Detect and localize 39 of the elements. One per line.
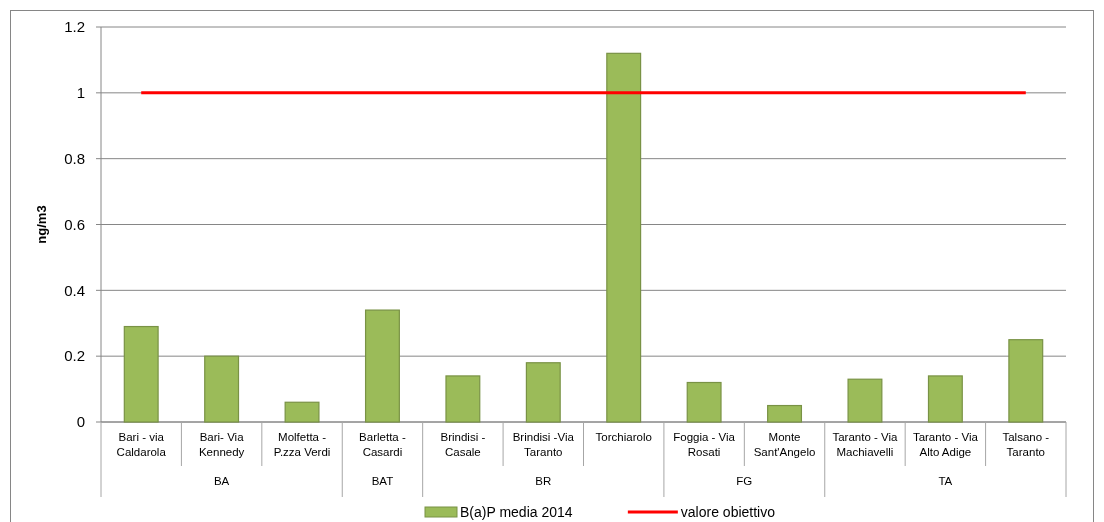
- y-tick-label: 0.4: [64, 281, 85, 299]
- text: FG: [736, 475, 753, 487]
- bar: [123, 325, 159, 423]
- y-tick-label: 0: [76, 413, 85, 431]
- x-tick-label: Torchiarolo: [595, 431, 652, 443]
- bar: [525, 362, 561, 423]
- x-tick-label: Talsano - Taranto: [1002, 431, 1050, 458]
- x-tick-label: Brindisi -Via Taranto: [512, 431, 575, 458]
- y-tick-label: 1.2: [64, 18, 85, 36]
- x-tick-label: Bari- Via Kennedy: [198, 431, 245, 458]
- text: TA: [938, 475, 953, 487]
- bar: [606, 52, 642, 423]
- x-tick-label: Brindisi - Casale: [440, 431, 486, 458]
- x-tick-label: Foggia - Via Rosati: [673, 431, 736, 458]
- text: BAT: [371, 475, 394, 487]
- bar: [927, 375, 963, 423]
- bar: [284, 401, 320, 423]
- bar: [847, 378, 883, 423]
- y-tick-label: 0.2: [64, 347, 85, 365]
- bar: [445, 375, 481, 423]
- y-tick-label: 0.6: [64, 215, 85, 233]
- bar: [204, 355, 240, 423]
- text: BR: [535, 475, 552, 487]
- bar: [686, 381, 722, 423]
- legend-label: B(a)P media 2014: [460, 503, 573, 520]
- y-tick-label: 1: [76, 84, 85, 102]
- x-tick-label: Taranto - Via Machiavelli: [832, 431, 899, 458]
- bar: [767, 404, 803, 423]
- text: BA: [213, 475, 230, 487]
- y-axis-title: ng/m3: [34, 205, 49, 244]
- legend-label: valore obiettivo: [680, 503, 776, 520]
- y-tick-label: 0.8: [64, 149, 85, 167]
- x-tick-label: Taranto - Via Alto Adige: [912, 431, 979, 458]
- x-tick-label: Bari - via Caldarola: [116, 431, 167, 458]
- x-tick-label: Molfetta - P.zza Verdi: [273, 431, 331, 458]
- bar: [364, 309, 400, 423]
- bar: [1008, 339, 1044, 423]
- x-tick-label: Monte Sant'Angelo: [753, 431, 816, 458]
- x-tick-label: Barletta - Casardi: [359, 431, 406, 458]
